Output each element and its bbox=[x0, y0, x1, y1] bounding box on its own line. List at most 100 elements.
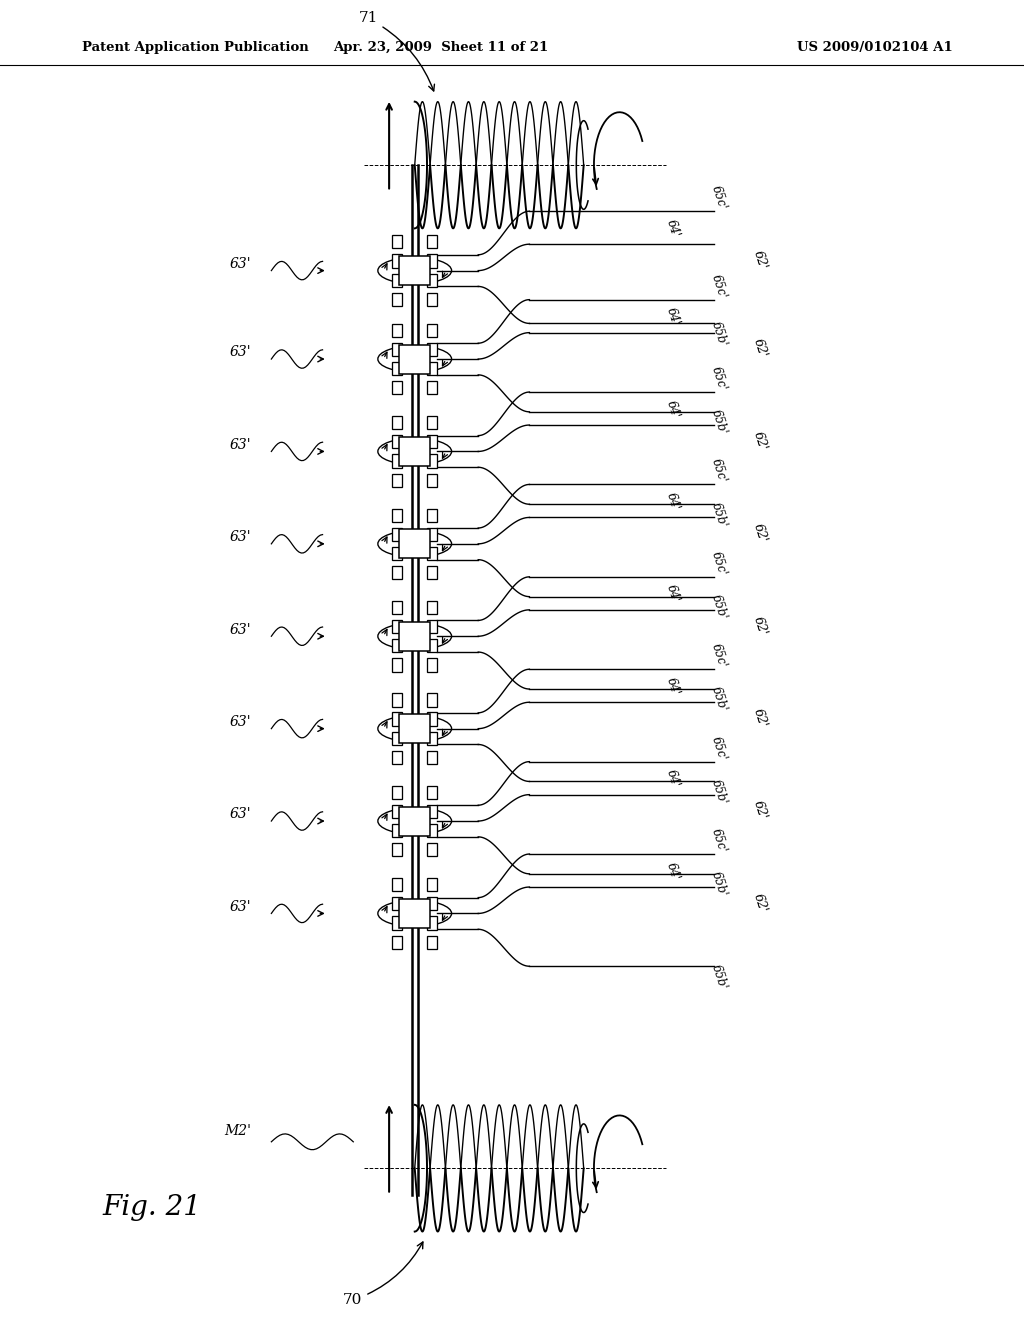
Bar bbox=[392, 293, 402, 306]
Bar bbox=[392, 620, 402, 634]
Bar bbox=[392, 843, 402, 857]
Text: 62': 62' bbox=[751, 429, 769, 453]
Bar bbox=[392, 508, 402, 521]
Text: 65c': 65c' bbox=[709, 828, 729, 854]
Bar bbox=[427, 916, 437, 929]
Text: Apr. 23, 2009  Sheet 11 of 21: Apr. 23, 2009 Sheet 11 of 21 bbox=[333, 41, 548, 54]
Bar bbox=[392, 805, 402, 818]
Bar bbox=[427, 713, 437, 726]
Bar bbox=[427, 273, 437, 286]
Bar bbox=[427, 362, 437, 375]
Bar bbox=[427, 824, 437, 837]
Text: M2': M2' bbox=[224, 1125, 251, 1138]
Text: 65c': 65c' bbox=[709, 643, 729, 669]
Text: 71: 71 bbox=[358, 12, 434, 91]
Bar bbox=[392, 416, 402, 429]
Bar bbox=[399, 437, 430, 466]
Text: 64': 64' bbox=[664, 218, 682, 239]
Bar bbox=[399, 622, 430, 651]
Bar bbox=[392, 343, 402, 356]
Bar bbox=[427, 381, 437, 395]
Text: 65c': 65c' bbox=[709, 550, 729, 577]
Bar bbox=[427, 878, 437, 891]
Text: 63': 63' bbox=[229, 808, 251, 821]
Text: 65b': 65b' bbox=[709, 593, 729, 622]
Bar bbox=[392, 273, 402, 286]
Bar bbox=[427, 620, 437, 634]
Text: 64': 64' bbox=[664, 491, 682, 512]
Text: 70: 70 bbox=[343, 1242, 423, 1307]
Text: 65c': 65c' bbox=[709, 366, 729, 392]
Bar bbox=[392, 751, 402, 764]
Bar bbox=[392, 785, 402, 799]
Text: 63': 63' bbox=[229, 257, 251, 271]
Bar bbox=[392, 323, 402, 337]
Text: 64': 64' bbox=[664, 768, 682, 789]
Text: 62': 62' bbox=[751, 521, 769, 545]
Text: 62': 62' bbox=[751, 614, 769, 638]
Bar bbox=[427, 546, 437, 560]
Text: Patent Application Publication: Patent Application Publication bbox=[82, 41, 308, 54]
Text: US 2009/0102104 A1: US 2009/0102104 A1 bbox=[797, 41, 952, 54]
Text: 62': 62' bbox=[751, 248, 769, 272]
Bar bbox=[399, 714, 430, 743]
Bar bbox=[427, 293, 437, 306]
Text: 62': 62' bbox=[751, 706, 769, 730]
Bar bbox=[399, 807, 430, 836]
Bar bbox=[427, 343, 437, 356]
Bar bbox=[427, 601, 437, 614]
Text: 65c': 65c' bbox=[709, 185, 729, 211]
Text: 64': 64' bbox=[664, 583, 682, 605]
Bar bbox=[427, 805, 437, 818]
Bar bbox=[427, 639, 437, 652]
Bar bbox=[392, 255, 402, 268]
Bar bbox=[427, 751, 437, 764]
Text: 65b': 65b' bbox=[709, 777, 729, 807]
Bar bbox=[392, 824, 402, 837]
Text: 64': 64' bbox=[664, 676, 682, 697]
Bar bbox=[427, 255, 437, 268]
Bar bbox=[392, 713, 402, 726]
Bar bbox=[392, 235, 402, 248]
Text: 65c': 65c' bbox=[709, 735, 729, 762]
Bar bbox=[392, 436, 402, 449]
Text: 65b': 65b' bbox=[709, 962, 729, 991]
Bar bbox=[427, 436, 437, 449]
Text: 63': 63' bbox=[229, 623, 251, 636]
Text: 65b': 65b' bbox=[709, 319, 729, 348]
Bar bbox=[392, 936, 402, 949]
Bar bbox=[427, 936, 437, 949]
Bar bbox=[427, 323, 437, 337]
Text: 63': 63' bbox=[229, 346, 251, 359]
Text: 65c': 65c' bbox=[709, 273, 729, 300]
Text: 63': 63' bbox=[229, 531, 251, 544]
Bar bbox=[392, 454, 402, 467]
Text: 65b': 65b' bbox=[709, 408, 729, 437]
Bar bbox=[392, 601, 402, 614]
Bar bbox=[392, 916, 402, 929]
Text: 63': 63' bbox=[229, 715, 251, 729]
Bar bbox=[392, 898, 402, 911]
Text: 63': 63' bbox=[229, 438, 251, 451]
Text: 65b': 65b' bbox=[709, 500, 729, 529]
Bar bbox=[392, 528, 402, 541]
Text: 64': 64' bbox=[664, 861, 682, 882]
Bar bbox=[399, 256, 430, 285]
Bar bbox=[392, 362, 402, 375]
Bar bbox=[427, 898, 437, 911]
Text: 62': 62' bbox=[751, 799, 769, 822]
Bar bbox=[427, 843, 437, 857]
Bar bbox=[427, 474, 437, 487]
Bar bbox=[399, 899, 430, 928]
Text: 65b': 65b' bbox=[709, 685, 729, 714]
Bar bbox=[392, 878, 402, 891]
Text: 65c': 65c' bbox=[709, 458, 729, 484]
Text: 65b': 65b' bbox=[709, 870, 729, 899]
Bar bbox=[427, 731, 437, 744]
Bar bbox=[392, 693, 402, 706]
Bar bbox=[392, 659, 402, 672]
Bar bbox=[392, 474, 402, 487]
Bar bbox=[427, 659, 437, 672]
Text: Fig. 21: Fig. 21 bbox=[102, 1195, 202, 1221]
Bar bbox=[427, 693, 437, 706]
